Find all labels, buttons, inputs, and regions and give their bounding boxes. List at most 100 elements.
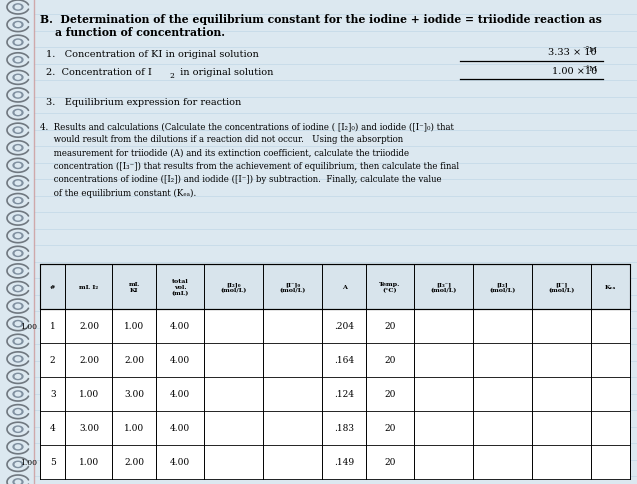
Ellipse shape (15, 217, 21, 220)
Ellipse shape (10, 459, 26, 469)
Bar (40, 309, 630, 343)
Ellipse shape (15, 445, 21, 449)
Bar (40, 264, 630, 309)
Bar (40, 445, 630, 479)
Ellipse shape (13, 479, 23, 484)
Text: mL
KI: mL KI (129, 282, 140, 292)
Ellipse shape (10, 442, 26, 452)
Text: 3.00: 3.00 (79, 424, 99, 433)
Text: #: # (50, 285, 55, 289)
Text: 2.  Concentration of I: 2. Concentration of I (46, 68, 152, 77)
Ellipse shape (10, 477, 26, 484)
Ellipse shape (15, 164, 21, 168)
Text: .124: .124 (334, 390, 354, 399)
Ellipse shape (10, 178, 26, 189)
Ellipse shape (13, 40, 23, 46)
Text: 1.00 ×10: 1.00 ×10 (552, 67, 597, 76)
Text: [I₂]
(mol/L): [I₂] (mol/L) (489, 281, 516, 292)
Ellipse shape (15, 199, 21, 203)
Ellipse shape (15, 375, 21, 378)
Ellipse shape (10, 196, 26, 206)
Text: 2.00: 2.00 (124, 457, 144, 467)
Ellipse shape (10, 231, 26, 242)
Text: 2.00: 2.00 (79, 356, 99, 365)
Ellipse shape (15, 94, 21, 97)
Text: in original solution: in original solution (177, 68, 273, 77)
Text: 1.00: 1.00 (79, 457, 99, 467)
Ellipse shape (13, 58, 23, 64)
Ellipse shape (10, 55, 26, 66)
Ellipse shape (13, 286, 23, 292)
Text: 1.00: 1.00 (124, 424, 144, 433)
Text: 20: 20 (384, 390, 396, 399)
Ellipse shape (13, 338, 23, 345)
Text: 1.00: 1.00 (20, 458, 37, 466)
Text: .164: .164 (334, 356, 354, 365)
Ellipse shape (15, 357, 21, 361)
Text: [I⁻]
(mol/L): [I⁻] (mol/L) (548, 281, 575, 292)
Ellipse shape (15, 76, 21, 80)
Text: 1.00: 1.00 (124, 322, 144, 331)
Text: 1.00: 1.00 (20, 322, 37, 330)
Ellipse shape (13, 303, 23, 310)
Ellipse shape (10, 284, 26, 294)
Text: 4.00: 4.00 (170, 390, 190, 399)
Ellipse shape (15, 340, 21, 343)
Ellipse shape (15, 322, 21, 326)
Ellipse shape (13, 391, 23, 397)
Text: 4: 4 (50, 424, 55, 433)
Text: A: A (341, 285, 347, 289)
Ellipse shape (13, 268, 23, 274)
Ellipse shape (10, 424, 26, 435)
Text: 2.00: 2.00 (79, 322, 99, 331)
Ellipse shape (13, 198, 23, 204)
Ellipse shape (15, 129, 21, 133)
Ellipse shape (10, 319, 26, 329)
Bar (40, 343, 630, 377)
Ellipse shape (10, 108, 26, 119)
Ellipse shape (15, 287, 21, 290)
Text: ⁻⁵M: ⁻⁵M (582, 46, 597, 54)
Ellipse shape (13, 233, 23, 240)
Ellipse shape (13, 356, 23, 362)
Ellipse shape (13, 75, 23, 81)
Ellipse shape (13, 251, 23, 257)
Ellipse shape (15, 59, 21, 62)
Ellipse shape (13, 444, 23, 450)
Ellipse shape (15, 393, 21, 396)
Ellipse shape (15, 480, 21, 484)
Text: [I₂]₀
(mol/L): [I₂]₀ (mol/L) (220, 281, 247, 292)
Ellipse shape (15, 305, 21, 308)
Text: 4.  Results and calculations (Calculate the concentrations of iodine ( [I₂]₀) an: 4. Results and calculations (Calculate t… (40, 122, 459, 197)
Text: 20: 20 (384, 322, 396, 331)
Ellipse shape (15, 6, 21, 10)
Ellipse shape (13, 128, 23, 134)
Text: total
vol.
(mL): total vol. (mL) (171, 278, 189, 295)
Ellipse shape (15, 112, 21, 115)
Ellipse shape (15, 24, 21, 27)
Text: 3.   Equilibrium expression for reaction: 3. Equilibrium expression for reaction (46, 98, 241, 107)
Ellipse shape (10, 38, 26, 48)
Text: a function of concentration.: a function of concentration. (40, 27, 225, 38)
Text: 5: 5 (50, 457, 55, 467)
Text: mL I₂: mL I₂ (80, 285, 99, 289)
Bar (40, 377, 630, 411)
Text: ⁻⁴M: ⁻⁴M (582, 65, 597, 73)
Ellipse shape (13, 92, 23, 99)
Ellipse shape (10, 389, 26, 399)
Text: 4.00: 4.00 (170, 457, 190, 467)
Ellipse shape (10, 336, 26, 347)
Bar (40, 411, 630, 445)
Text: 20: 20 (384, 356, 396, 365)
Ellipse shape (13, 408, 23, 415)
Ellipse shape (10, 248, 26, 259)
Text: [I⁻]₀
(mol/L): [I⁻]₀ (mol/L) (280, 281, 306, 292)
Text: 2.00: 2.00 (124, 356, 144, 365)
Ellipse shape (13, 321, 23, 327)
Text: .149: .149 (334, 457, 354, 467)
Text: Temp.
(°C): Temp. (°C) (379, 281, 401, 292)
Ellipse shape (15, 410, 21, 413)
Ellipse shape (10, 213, 26, 224)
Ellipse shape (15, 270, 21, 273)
Text: 2: 2 (50, 356, 55, 365)
